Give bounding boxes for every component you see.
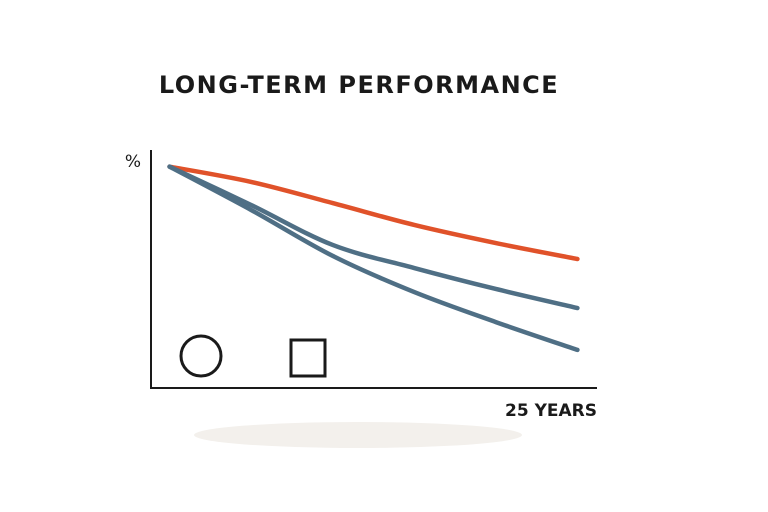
square-icon [289, 338, 327, 378]
line [167, 164, 580, 262]
chart-title: LONG-TERM PERFORMANCE [159, 71, 559, 99]
circle-icon [179, 334, 223, 378]
y-axis-label: % [125, 152, 141, 172]
line [167, 164, 580, 311]
shadow [194, 422, 522, 448]
line [167, 164, 580, 353]
x-axis-label: 25 YEARS [505, 401, 597, 421]
